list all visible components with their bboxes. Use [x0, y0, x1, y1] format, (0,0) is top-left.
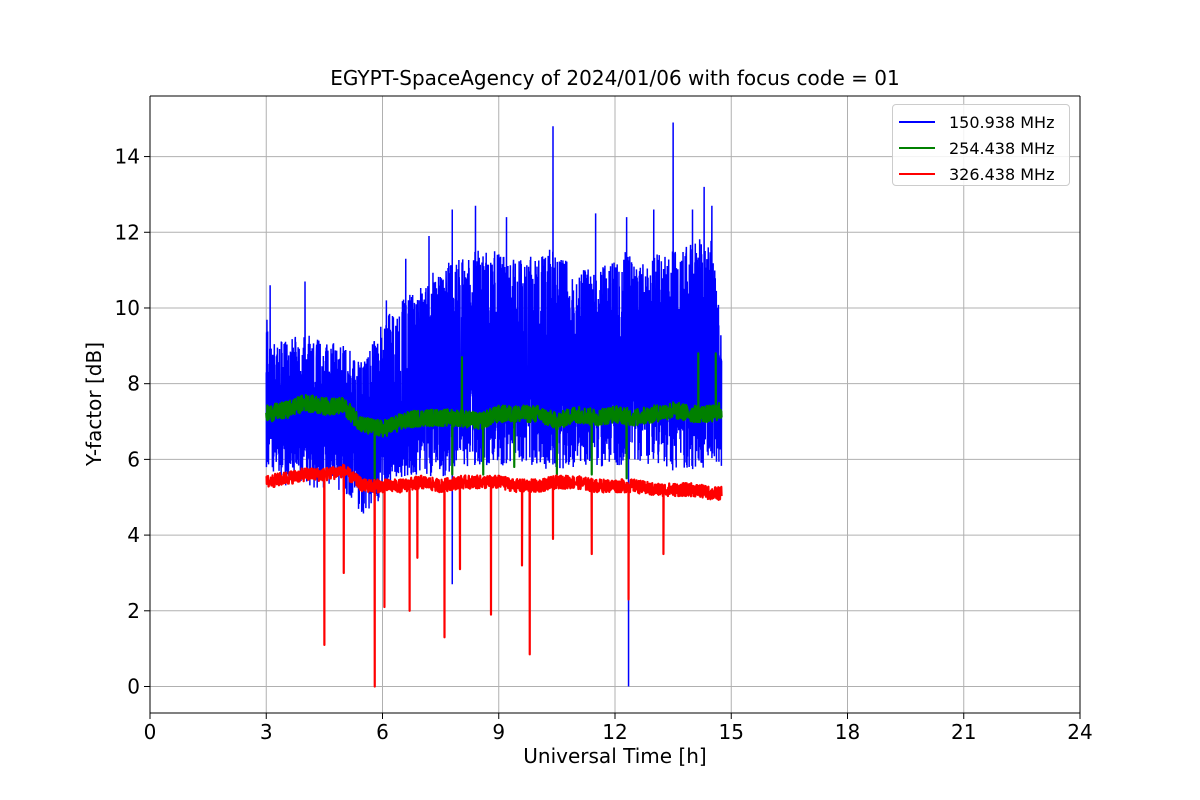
y-tick-label-4: 8	[127, 372, 140, 396]
y-tick-label-0: 0	[127, 675, 140, 699]
legend-item-series-1: 254.438 MHz	[893, 135, 1069, 161]
x-tick-label-8: 24	[1067, 720, 1092, 744]
legend-swatch-series-0	[899, 121, 935, 123]
x-tick-label-6: 18	[835, 720, 860, 744]
x-tick-label-4: 12	[602, 720, 627, 744]
legend-swatch-series-2	[899, 173, 935, 175]
x-axis-label: Universal Time [h]	[523, 744, 707, 768]
series-line-1	[265, 352, 723, 499]
y-tick-label-1: 2	[127, 599, 140, 623]
legend-label-series-2: 326.438 MHz	[949, 164, 1055, 184]
x-tick-label-3: 9	[492, 720, 505, 744]
legend-label-series-0: 150.938 MHz	[949, 112, 1055, 132]
x-tick-label-5: 15	[719, 720, 744, 744]
x-tick-label-7: 21	[951, 720, 976, 744]
y-tick-label-3: 6	[127, 447, 140, 471]
y-tick-label-6: 12	[115, 220, 140, 244]
chart-title: EGYPT-SpaceAgency of 2024/01/06 with foc…	[330, 66, 900, 90]
series-line-2	[265, 463, 723, 688]
legend: 150.938 MHz 254.438 MHz 326.438 MHz	[892, 104, 1070, 186]
x-tick-label-2: 6	[376, 720, 389, 744]
legend-item-series-0: 150.938 MHz	[893, 109, 1069, 135]
x-tick-label-0: 0	[144, 720, 157, 744]
plot-series-group	[265, 122, 723, 688]
y-tick-label-5: 10	[115, 296, 140, 320]
y-tick-label-7: 14	[115, 145, 140, 169]
legend-label-series-1: 254.438 MHz	[949, 138, 1055, 158]
y-tick-label-2: 4	[127, 523, 140, 547]
legend-item-series-2: 326.438 MHz	[893, 161, 1069, 187]
x-tick-label-1: 3	[260, 720, 273, 744]
y-axis-label: Y-factor [dB]	[82, 341, 106, 467]
legend-swatch-series-1	[899, 147, 935, 149]
